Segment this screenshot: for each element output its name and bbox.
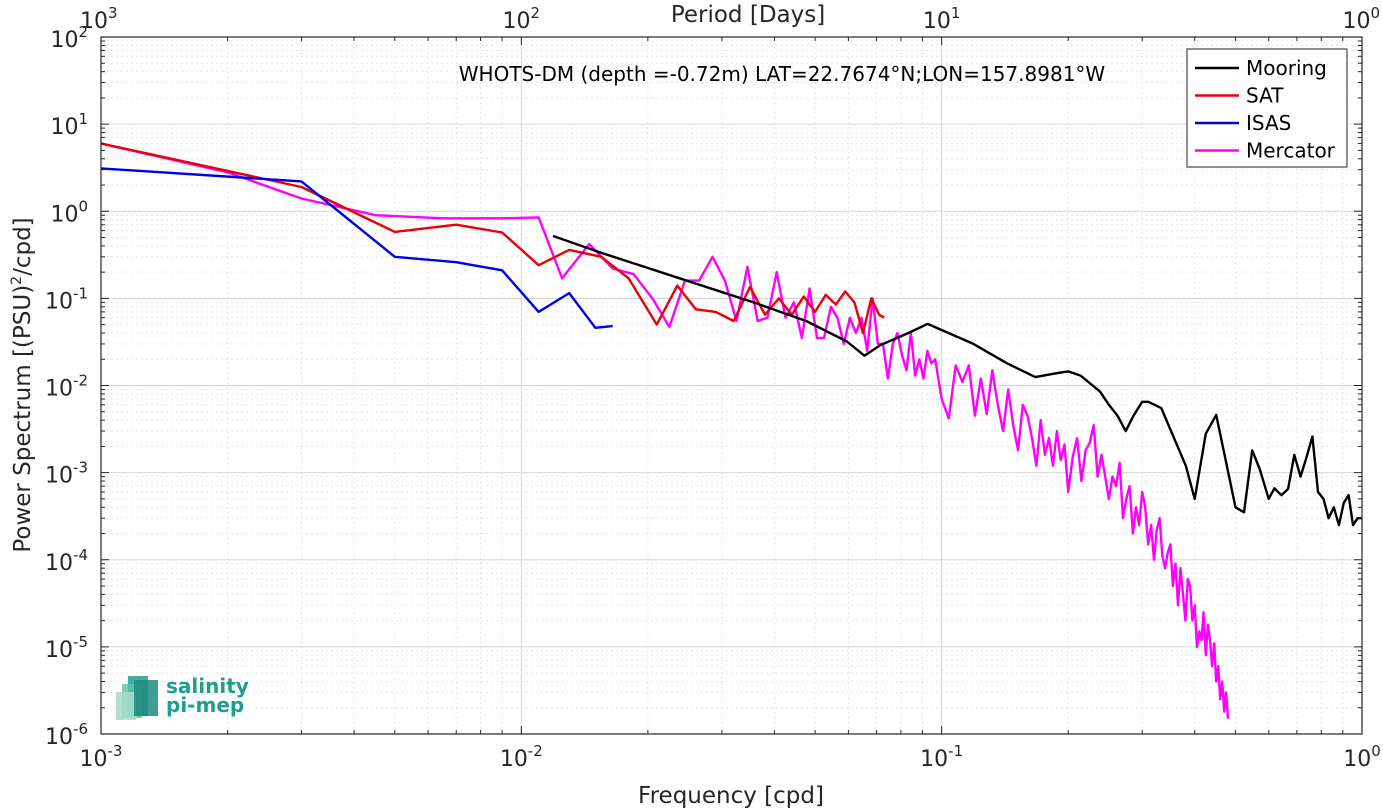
series-line-isas (101, 167, 613, 329)
top-tick-label-base: 10 (923, 9, 951, 34)
legend-label-mooring: Mooring (1246, 56, 1327, 80)
legend: Mooring SAT ISAS Mercator (1186, 48, 1348, 168)
y-tick-label-base: 10 (50, 28, 78, 53)
y-tick-label-base: 10 (50, 115, 78, 140)
y-axis-label: Power Spectrum [(PSU)2/cpd] (9, 217, 36, 552)
top-tick-label: 101 (923, 4, 961, 34)
x-tick-label-exp: -2 (528, 742, 543, 760)
top-tick-label: 102 (503, 4, 541, 34)
y-tick-label-exp: -5 (73, 633, 88, 651)
y-tick-label-base: 10 (45, 289, 73, 314)
x-tick-labels: 10-3 10-2 10-1 100 (80, 742, 1381, 772)
salinity-pi-mep-logo: salinity pi-mep (116, 674, 249, 720)
y-tick-label-base: 10 (45, 464, 73, 489)
x-tick-label-base: 10 (500, 747, 528, 772)
y-tick-label-exp: -3 (73, 459, 88, 477)
y-tick-label-base: 10 (45, 377, 73, 402)
x-tick-label: 10-1 (920, 742, 963, 772)
top-tick-label-base: 10 (80, 9, 108, 34)
y-tick-label-exp: 1 (78, 110, 88, 128)
y-tick-label-base: 10 (45, 725, 73, 750)
logo-text-line2: pi-mep (166, 693, 244, 717)
chart-annotation: WHOTS-DM (depth =-0.72m) LAT=22.7674°N;L… (459, 62, 1106, 86)
legend-label-sat: SAT (1246, 84, 1284, 108)
series-line-mercator (101, 142, 1230, 719)
y-tick-label: 10-2 (45, 372, 88, 402)
y-tick-label-exp: 2 (78, 23, 88, 41)
y-tick-label: 101 (50, 110, 88, 140)
top-tick-label-exp: 0 (1370, 4, 1380, 22)
y-tick-label-base: 10 (45, 638, 73, 663)
y-tick-label: 10-5 (45, 633, 88, 663)
y-tick-label: 10-4 (45, 546, 88, 576)
x-tick-label-exp: -3 (108, 742, 123, 760)
y-tick-label: 102 (50, 23, 88, 53)
logo-mark-icon (116, 676, 158, 720)
series-line-sat (101, 142, 885, 335)
x-tick-label-base: 10 (80, 747, 108, 772)
y-tick-label: 10-1 (45, 284, 88, 314)
top-tick-label-base: 10 (1342, 9, 1370, 34)
y-tick-label-exp: -6 (73, 720, 88, 738)
top-tick-labels: 103 102 101 100 (80, 4, 1380, 34)
x-tick-label-base: 10 (920, 747, 948, 772)
top-tick-label: 100 (1342, 4, 1380, 34)
x-tick-label-exp: 0 (1371, 742, 1381, 760)
top-axis-label: Period [Days] (671, 2, 825, 28)
top-tick-label-exp: 2 (531, 4, 541, 22)
y-axis-label-tail: /cpd] (10, 217, 36, 276)
series-line-mooring (552, 234, 1362, 527)
top-tick-label: 103 (80, 4, 118, 34)
x-tick-label: 10-2 (500, 742, 543, 772)
legend-label-mercator: Mercator (1246, 139, 1336, 163)
x-axis-label: Frequency [cpd] (638, 783, 824, 809)
y-tick-label-exp: 0 (78, 197, 88, 215)
y-axis-label-sup: 2 (9, 276, 25, 285)
y-tick-label-base: 10 (50, 202, 78, 227)
top-tick-label-exp: 3 (108, 4, 118, 22)
x-tick-label-exp: -1 (948, 742, 963, 760)
y-axis-label-main: Power Spectrum [(PSU) (10, 285, 36, 553)
y-tick-label: 10-6 (45, 720, 88, 750)
y-tick-label: 10-3 (45, 459, 88, 489)
top-tick-label-exp: 1 (951, 4, 961, 22)
y-tick-label-exp: -1 (73, 284, 88, 302)
series-group (101, 142, 1362, 719)
logo-text-line1: salinity (166, 674, 249, 698)
x-tick-label: 10-3 (80, 742, 123, 772)
legend-label-isas: ISAS (1246, 111, 1291, 135)
y-tick-label: 100 (50, 197, 88, 227)
x-tick-label-base: 10 (1343, 747, 1371, 772)
y-tick-label-exp: -2 (73, 372, 88, 390)
tick-marks (100, 36, 1363, 735)
top-tick-label-base: 10 (503, 9, 531, 34)
y-tick-label-exp: -4 (73, 546, 88, 564)
x-tick-label: 100 (1343, 742, 1381, 772)
y-tick-label-base: 10 (45, 551, 73, 576)
